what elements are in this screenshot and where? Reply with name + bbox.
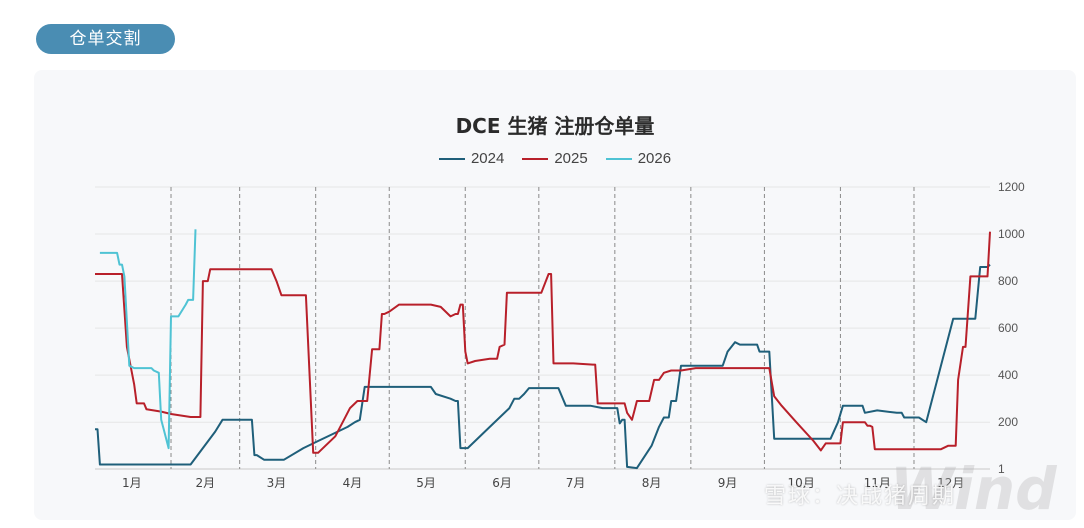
legend-item-2025[interactable]: 2025 <box>522 150 588 167</box>
x-tick-label: 4月 <box>343 476 363 490</box>
watermark-text: 雪球：决战猪周期 <box>764 484 957 509</box>
wind-logo-watermark: Wind <box>890 455 1057 523</box>
x-tick-label: 5月 <box>416 476 436 490</box>
chart-legend: 2024 2025 2026 <box>34 150 1076 167</box>
legend-swatch-2026 <box>605 157 632 160</box>
x-tick-label: 1月 <box>122 476 142 490</box>
legend-label-2026: 2026 <box>637 150 672 167</box>
x-tick-label: 12月 <box>937 476 964 490</box>
x-tick-label: 8月 <box>642 476 662 490</box>
chart-panel: DCE 生猪 注册仓单量 2024 2025 2026 <box>34 70 1076 520</box>
x-tick-label: 9月 <box>718 476 738 490</box>
x-tick-label: 3月 <box>267 476 287 490</box>
y-tick-label: 800 <box>998 274 1018 288</box>
section-tag: 仓单交割 <box>36 24 175 54</box>
series-line-2026 <box>99 229 197 450</box>
y-tick-label: 400 <box>998 368 1018 382</box>
y-tick-label: 1000 <box>998 227 1025 241</box>
x-tick-label: 6月 <box>492 476 512 490</box>
y-tick-label: 1200 <box>998 180 1025 194</box>
x-tick-label: 2月 <box>196 476 216 490</box>
x-tick-label: 7月 <box>566 476 586 490</box>
chart-title: DCE 生猪 注册仓单量 <box>455 114 655 138</box>
y-tick-label: 1 <box>998 462 1005 476</box>
y-tick-label: 600 <box>998 321 1018 335</box>
legend-label-2025: 2025 <box>554 150 588 167</box>
series-line-2024 <box>95 263 991 470</box>
legend-item-2026[interactable]: 2026 <box>605 150 672 167</box>
x-tick-label: 11月 <box>864 476 891 490</box>
legend-swatch-2024 <box>438 157 465 160</box>
series-line-2025 <box>95 231 991 454</box>
legend-label-2024: 2024 <box>470 150 505 167</box>
legend-item-2024[interactable]: 2024 <box>438 150 505 167</box>
y-tick-label: 200 <box>998 415 1018 429</box>
x-tick-label: 10月 <box>788 476 815 490</box>
legend-swatch-2025 <box>522 157 549 160</box>
